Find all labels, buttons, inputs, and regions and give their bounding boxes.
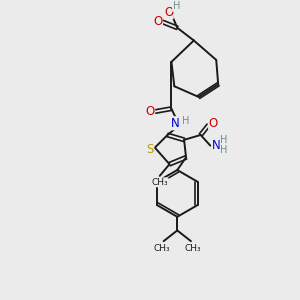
Text: H: H xyxy=(220,145,228,154)
Text: CH₃: CH₃ xyxy=(152,178,168,187)
Text: O: O xyxy=(146,105,154,118)
Text: H: H xyxy=(220,135,228,145)
Text: O: O xyxy=(164,6,173,19)
Text: N: N xyxy=(212,139,220,152)
Text: O: O xyxy=(209,117,218,130)
Text: S: S xyxy=(146,143,154,156)
Text: CH₃: CH₃ xyxy=(153,244,170,253)
Text: H: H xyxy=(172,2,180,11)
Text: CH₃: CH₃ xyxy=(184,244,201,253)
Text: H: H xyxy=(182,116,190,126)
Text: N: N xyxy=(171,117,180,130)
Text: O: O xyxy=(153,16,162,28)
